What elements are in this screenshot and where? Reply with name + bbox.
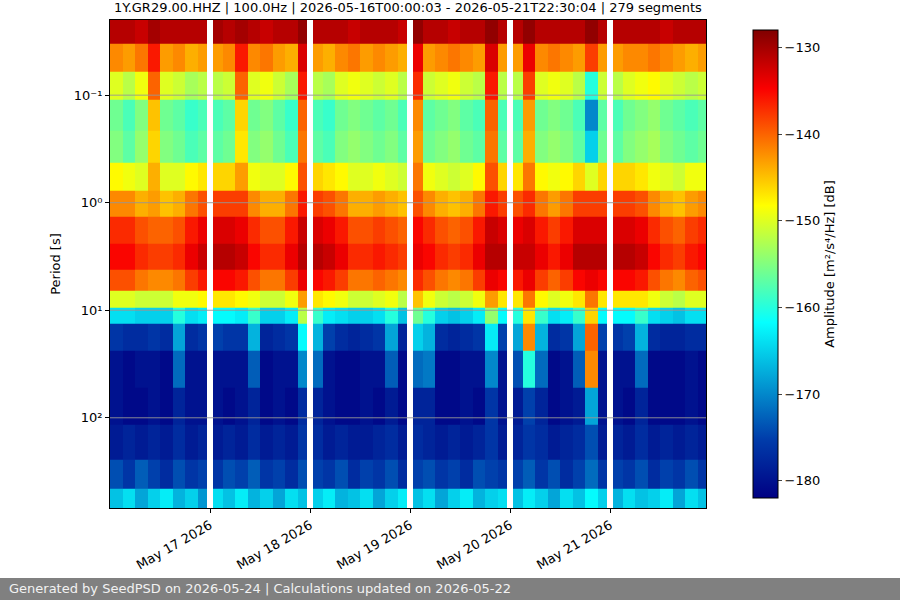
html-text:Generated by SeedPSD on 2026-0: Generated by SeedPSD on 2026-05-24 | Cal… (9, 581, 511, 596)
svg-text:10⁰: 10⁰ (81, 195, 103, 210)
svg-text:−150: −150 (785, 213, 821, 228)
svg-text:10¹: 10¹ (81, 303, 103, 318)
svg-text:10²: 10² (81, 410, 103, 425)
svg-text:Period [s]: Period [s] (48, 233, 63, 295)
svg-text:10⁻¹: 10⁻¹ (74, 88, 103, 103)
svg-text:May 17 2026: May 17 2026 (134, 517, 215, 572)
svg-text:Amplitude [m²/s⁴/Hz] [dB]: Amplitude [m²/s⁴/Hz] [dB] (822, 180, 837, 348)
svg-text:May 19 2026: May 19 2026 (334, 517, 415, 572)
svg-text:−160: −160 (785, 300, 821, 315)
svg-text:−180: −180 (785, 473, 821, 488)
svg-text:−130: −130 (785, 40, 821, 55)
svg-text:−170: −170 (785, 387, 821, 402)
svg-text:May 21 2026: May 21 2026 (534, 517, 615, 572)
svg-text:−140: −140 (785, 127, 821, 142)
svg-text:May 20 2026: May 20 2026 (434, 517, 515, 572)
svg-text:1Y.GR29.00.HHZ | 100.0Hz | 202: 1Y.GR29.00.HHZ | 100.0Hz | 2026-05-16T00… (114, 0, 702, 15)
svg-text:May 18 2026: May 18 2026 (234, 517, 315, 572)
